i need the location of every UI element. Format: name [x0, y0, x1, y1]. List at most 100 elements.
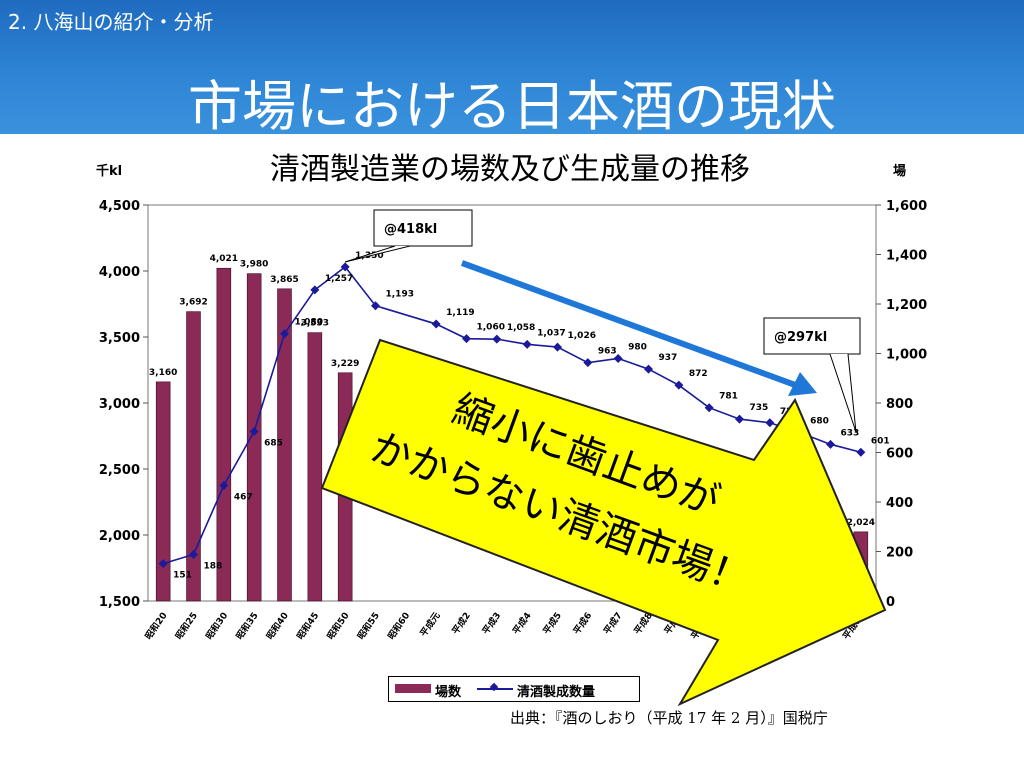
left-tick-label: 2,500: [99, 463, 140, 478]
callout-box-1: [373, 209, 473, 247]
category-label: 昭和60: [385, 610, 412, 642]
line-value-label: 1,037: [537, 328, 565, 338]
line-point: [522, 339, 532, 349]
line-point: [249, 426, 259, 436]
bar-value-label: 3,692: [179, 298, 207, 308]
callout-box-2: [763, 317, 861, 355]
bar-value-label: 3,160: [149, 368, 177, 378]
category-label: 昭和45: [294, 610, 321, 642]
right-tick-label: 800: [886, 397, 913, 412]
bar-value-label: 3,980: [240, 260, 268, 270]
category-label: 平成4: [510, 610, 534, 637]
section-label: 2. 八海山の紹介・分析: [8, 10, 214, 34]
category-label: 平成5: [540, 610, 564, 637]
category-label: 平成7: [601, 610, 625, 637]
line-point: [583, 358, 593, 368]
line-value-label: 1,119: [446, 308, 474, 318]
category-label: 平成3: [480, 610, 504, 637]
category-label: 昭和20: [142, 610, 169, 642]
line-value-label: 937: [659, 353, 678, 363]
line-point: [189, 549, 198, 559]
right-tick-label: 400: [886, 496, 913, 511]
line-point: [280, 329, 289, 339]
legend-bar-swatch: [395, 684, 431, 693]
line-value-label: 467: [234, 492, 253, 502]
left-axis-unit: 千kl: [96, 164, 123, 179]
line-point: [340, 262, 350, 272]
right-tick-label: 0: [886, 595, 895, 610]
category-label: 昭和50: [324, 610, 351, 642]
right-tick-label: 1,000: [886, 348, 927, 363]
line-value-label: 151: [173, 571, 192, 581]
callout-text-1: @418kl: [384, 222, 437, 237]
line-point: [704, 403, 714, 413]
chart-title: 清酒製造業の場数及び生成量の推移: [270, 152, 750, 187]
slide-title: 市場における日本酒の現状: [188, 75, 836, 138]
bar: [277, 288, 292, 602]
line-value-label: 601: [871, 436, 890, 446]
bar-value-label: 4,021: [210, 254, 238, 264]
line-value-label: 1,026: [568, 331, 596, 341]
line-point: [462, 334, 471, 344]
line-point: [644, 364, 653, 374]
line-point: [826, 439, 835, 449]
category-label: 昭和30: [203, 610, 230, 642]
right-tick-label: 1,400: [886, 249, 927, 264]
line-value-label: 1,058: [507, 323, 535, 333]
right-axis-unit: 場: [893, 164, 907, 179]
slide-header: 2. 八海山の紹介・分析 市場における日本酒の現状: [0, 0, 1024, 138]
category-label: 昭和35: [233, 610, 260, 642]
line-point: [219, 480, 229, 490]
right-tick-label: 1,600: [886, 199, 927, 214]
category-label: 平成2: [449, 610, 473, 637]
right-tick-label: 600: [886, 447, 913, 462]
category-label: 平成元: [417, 610, 442, 639]
left-tick-label: 3,500: [99, 331, 140, 346]
right-tick-label: 1,200: [886, 298, 927, 313]
callout-pointer-1: [344, 245, 411, 263]
yellow-arrow-shape: [320, 338, 887, 707]
left-tick-label: 4,000: [99, 265, 140, 280]
line-value-label: 633: [841, 428, 860, 438]
category-label: 昭和25: [173, 610, 200, 642]
line-point: [371, 301, 380, 311]
line-point: [765, 418, 775, 428]
line-value-label: 1,060: [477, 323, 505, 333]
line-point: [735, 414, 744, 424]
line-point: [553, 342, 562, 352]
line-value-label: 781: [719, 392, 738, 402]
line-value-label: 188: [204, 561, 223, 571]
line-value-label: 980: [628, 342, 647, 352]
line-value-label: 735: [750, 403, 769, 413]
left-tick-label: 2,000: [99, 529, 140, 544]
bar: [246, 273, 262, 602]
category-label: 平成6: [571, 610, 595, 637]
line-value-label: 1,257: [325, 274, 353, 284]
bar-value-label: 2,024: [847, 518, 875, 528]
bar: [155, 381, 171, 602]
bar-value-label: 3,229: [331, 359, 359, 369]
chart-legend: 場数 清酒製成数量: [388, 676, 640, 702]
trend-arrow-head: [788, 372, 817, 396]
line-point: [492, 334, 502, 344]
callout-text-2: @297kl: [774, 330, 827, 345]
bar-value-label: 3,533: [301, 319, 329, 329]
line-value-label: 872: [689, 369, 708, 379]
line-value-label: 685: [264, 438, 283, 448]
left-tick-label: 1,500: [99, 595, 140, 610]
bar: [216, 267, 232, 602]
line-point: [310, 285, 320, 295]
trend-arrow-shaft: [460, 260, 800, 389]
line-point: [158, 559, 168, 569]
line-point: [431, 319, 441, 329]
bar: [307, 332, 323, 602]
line-value-label: 680: [810, 417, 829, 427]
right-tick-label: 200: [886, 546, 913, 561]
line-value-label: 1,080: [295, 318, 323, 328]
left-tick-label: 3,000: [99, 397, 140, 412]
line-point: [674, 380, 684, 390]
line-point: [856, 447, 866, 457]
source-note: 出典：『酒のしおり（平成 17 年 2 月）』国税庁: [510, 709, 828, 727]
legend-label-bars: 場数: [435, 685, 462, 700]
